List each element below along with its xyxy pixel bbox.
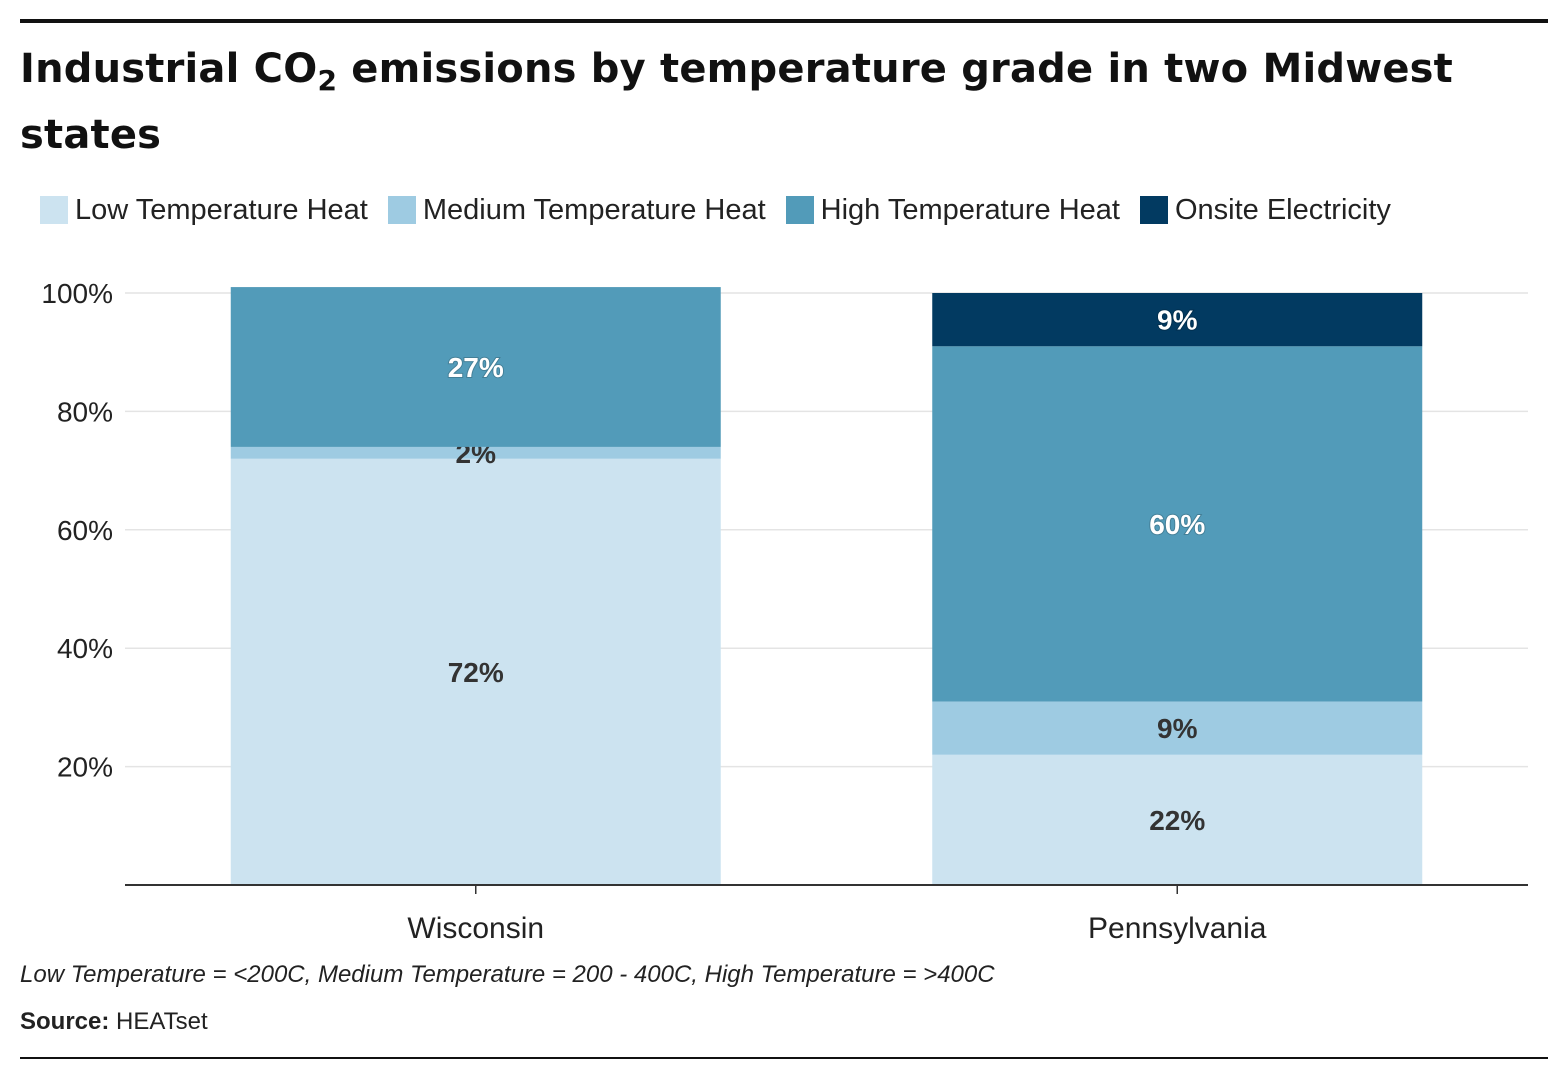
source-line: Source: HEATset: [20, 1008, 208, 1036]
title-text-end: emissions by temperature grade in two Mi…: [20, 46, 1454, 158]
legend-label-electricity: Onsite Electricity: [1174, 193, 1391, 226]
data-label-pennsylvania-high-temperature-heat: 60%: [1149, 509, 1205, 540]
legend-swatch-low: [40, 196, 68, 224]
legend-item-onsite-electricity: Onsite Electricity: [1139, 193, 1391, 227]
y-tick-label-20: 20%: [57, 752, 113, 783]
legend-label-high: High Temperature Heat: [820, 193, 1120, 226]
bar-pennsylvania-onsite-electricity: [932, 293, 1423, 347]
y-tick-label-80: 80%: [57, 396, 113, 427]
legend: Low Temperature Heat Medium Temperature …: [40, 190, 1411, 230]
temperature-note: Low Temperature = <200C, Medium Temperat…: [20, 961, 995, 988]
data-label-wisconsin-high-temperature-heat: 27%: [448, 352, 504, 383]
legend-label-medium: Medium Temperature Heat: [422, 193, 766, 226]
bar-pennsylvania-high-temperature-heat: [932, 346, 1423, 702]
bar-wisconsin-high-temperature-heat: [230, 287, 721, 447]
chart-title: Industrial CO2 emissions by temperature …: [20, 36, 1520, 168]
y-tick-label-40: 40%: [57, 633, 113, 664]
y-tick-label-60: 60%: [57, 515, 113, 546]
data-label-pennsylvania-medium-temperature-heat: 9%: [1157, 713, 1198, 744]
bar-wisconsin-low-temperature-heat: [230, 458, 721, 885]
data-label-pennsylvania-low-temperature-heat: 22%: [1149, 805, 1205, 836]
legend-label-low: Low Temperature Heat: [75, 193, 368, 226]
legend-swatch-electricity: [1139, 196, 1168, 224]
legend-item-low-temperature-heat: Low Temperature Heat: [40, 194, 368, 227]
data-label-wisconsin-low-temperature-heat: 72%: [448, 657, 504, 688]
x-tick-label-pennsylvania: Pennsylvania: [1088, 912, 1267, 945]
legend-item-high-temperature-heat: High Temperature Heat: [785, 193, 1120, 227]
x-tick-label-wisconsin: Wisconsin: [407, 912, 544, 945]
source-label: Source:: [20, 1008, 110, 1035]
title-text-start: Industrial CO: [20, 46, 318, 92]
bottom-rule: [20, 1057, 1548, 1059]
data-label-pennsylvania-onsite-electricity: 9%: [1157, 305, 1198, 336]
top-rule: [20, 19, 1548, 23]
legend-swatch-high: [785, 196, 814, 224]
legend-swatch-medium: [387, 196, 416, 224]
legend-item-medium-temperature-heat: Medium Temperature Heat: [387, 193, 766, 227]
y-tick-label-100: 100%: [41, 278, 113, 309]
bar-wisconsin-medium-temperature-heat: [230, 446, 721, 459]
title-subscript: 2: [317, 64, 338, 97]
bar-pennsylvania-medium-temperature-heat: [932, 701, 1423, 755]
bar-pennsylvania-low-temperature-heat: [932, 754, 1423, 885]
source-text: HEATset: [109, 1008, 208, 1035]
